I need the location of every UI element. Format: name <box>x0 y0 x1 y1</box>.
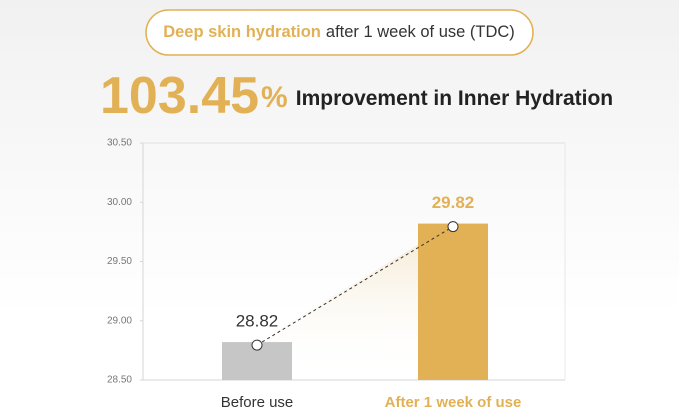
y-tick-label: 29.00 <box>107 315 132 326</box>
trend-point <box>251 339 263 351</box>
header-rest: after 1 week of use (TDC) <box>326 23 515 41</box>
data-label: 28.82 <box>236 312 279 331</box>
x-tick-label: Before use <box>221 394 294 411</box>
header-highlight: Deep skin hydration <box>163 23 321 41</box>
headline-text: Improvement in Inner Hydration <box>296 87 613 110</box>
x-tick-label: After 1 week of use <box>385 394 522 411</box>
y-tick-label: 30.00 <box>107 197 132 208</box>
headline-value: 103.45 <box>100 67 259 125</box>
y-tick-label: 28.50 <box>107 375 132 386</box>
headline-number: 103.45% Improvement in Inner Hydration <box>100 67 613 125</box>
data-label: 29.82 <box>432 193 475 212</box>
headline-unit: % <box>261 81 288 114</box>
trend-line <box>256 226 454 346</box>
header-pill <box>145 9 534 56</box>
y-tick-label: 30.50 <box>107 138 132 149</box>
trend-point <box>447 221 459 233</box>
bar <box>418 223 488 380</box>
trend-area <box>257 223 453 380</box>
y-tick-label: 29.50 <box>107 256 132 267</box>
header-text: Deep skin hydration after 1 week of use (… <box>163 23 515 41</box>
